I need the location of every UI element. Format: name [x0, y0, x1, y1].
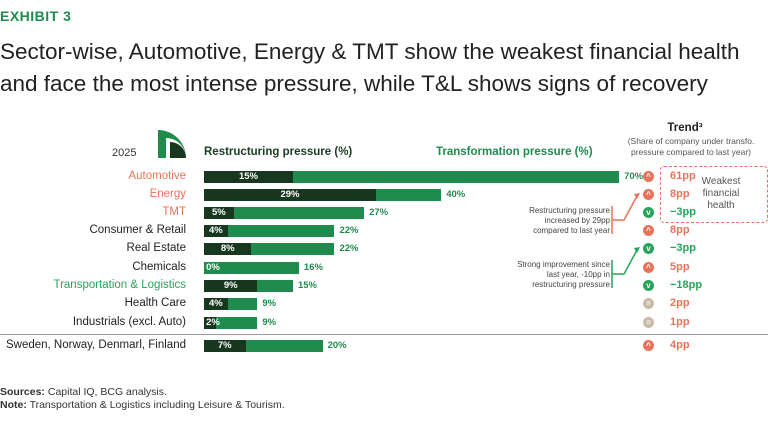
year-quarter-icon — [158, 130, 186, 158]
transformation-value-label: 70% — [624, 171, 644, 182]
restructuring-value-label: 8% — [220, 243, 235, 254]
exhibit-label: EXHIBIT 3 — [0, 8, 72, 24]
separator-line — [0, 334, 768, 335]
restructuring-value-label: 4% — [208, 225, 223, 236]
callout-connectors — [611, 193, 640, 288]
category-label: TMT — [162, 206, 186, 218]
restructuring-value-label: 5% — [211, 207, 226, 218]
arrow-down-icon: v — [643, 280, 654, 291]
restructuring-bar — [204, 171, 293, 183]
arrow-up-icon: ^ — [643, 225, 654, 236]
year-label: 2025 — [112, 147, 137, 159]
trend-value: −18pp — [670, 279, 703, 291]
category-label: Chemicals — [132, 261, 186, 273]
restructuring-bar — [204, 189, 376, 201]
trend-value: −3pp — [670, 242, 696, 254]
transformation-value-label: 15% — [297, 280, 317, 291]
sources-text: Capital IQ, BCG analysis. — [44, 386, 167, 398]
restructuring-value-label: 15% — [238, 171, 258, 182]
trend-value: 2pp — [670, 297, 690, 309]
equal-icon: = — [643, 298, 654, 309]
category-label: Sweden, Norway, Denmarl, Finland — [5, 339, 186, 351]
callout-tl-arrowhead — [634, 247, 640, 253]
transformation-bar — [204, 207, 365, 219]
restructuring-bar — [204, 280, 258, 292]
transformation-value-label: 22% — [339, 243, 359, 254]
transformation-value-label: 27% — [369, 207, 389, 218]
trend-value: −3pp — [670, 206, 696, 218]
transformation-value-label: 22% — [339, 225, 359, 236]
callout-tl: Strong improvement since last year, -10p… — [517, 260, 610, 289]
trend-value: 5pp — [670, 261, 690, 273]
trend-value: 4pp — [670, 339, 690, 351]
transformation-value-label: 9% — [262, 298, 277, 309]
restructuring-bar — [204, 243, 252, 255]
transformation-value-label: 20% — [327, 340, 347, 351]
restructuring-bar — [204, 207, 234, 219]
category-label: Health Care — [124, 297, 186, 309]
transformation-bar — [204, 171, 620, 183]
equal-icon: = — [643, 317, 654, 328]
transformation-bar — [204, 225, 335, 237]
category-label: Transportation & Logistics — [53, 279, 186, 291]
sources: Sources: Capital IQ, BCG analysis. Note:… — [0, 386, 285, 412]
note-label: Note: — [0, 399, 27, 411]
header-restructuring: Restructuring pressure (%) — [204, 146, 353, 158]
category-label: Real Estate — [126, 242, 186, 254]
transformation-value-label: 9% — [262, 317, 277, 328]
category-label: Industrials (excl. Auto) — [72, 316, 186, 328]
trend-title: Trend³ — [667, 122, 703, 134]
transformation-value-label: 16% — [303, 262, 323, 273]
restructuring-bar — [204, 225, 228, 237]
category-label: Consumer & Retail — [89, 224, 186, 236]
weakest-label: Weakest financial health — [701, 176, 741, 211]
arrow-up-icon: ^ — [643, 189, 654, 200]
restructuring-value-label: 0% — [206, 262, 220, 273]
arrow-down-icon: v — [643, 207, 654, 218]
restructuring-bar — [204, 340, 246, 352]
trend-value: 61pp — [670, 170, 696, 182]
callout-energy-connector — [612, 195, 638, 221]
restructuring-bar — [204, 298, 228, 310]
restructuring-value-label: 29% — [280, 189, 300, 200]
note-text: Transportation & Logistics including Lei… — [26, 399, 285, 411]
restructuring-value-label: 4% — [208, 298, 223, 309]
category-label: Automotive — [128, 170, 186, 182]
arrow-down-icon: v — [643, 243, 654, 254]
sources-label: Sources: — [0, 386, 45, 398]
transformation-bar — [204, 262, 299, 274]
transformation-value-label: 40% — [446, 189, 466, 200]
chart-title: Sector-wise, Automotive, Energy & TMT sh… — [0, 39, 740, 96]
callout-energy: Restructuring pressure increased by 29pp… — [529, 206, 610, 235]
arrow-up-icon: ^ — [643, 171, 654, 182]
callout-energy-arrowhead — [634, 193, 640, 199]
restructuring-value-label: 7% — [217, 340, 232, 351]
trend-value: 1pp — [670, 316, 690, 328]
trend-value: 8pp — [670, 188, 690, 200]
header-transformation: Transformation pressure (%) — [436, 146, 593, 158]
arrow-up-icon: ^ — [643, 262, 654, 273]
trend-value: 8pp — [670, 224, 690, 236]
restructuring-bar — [204, 317, 216, 329]
restructuring-value-label: 9% — [223, 280, 238, 291]
trend-subtitle: (Share of company under transfo. pressur… — [627, 136, 755, 157]
category-label: Energy — [149, 188, 186, 200]
arrow-up-icon: ^ — [643, 340, 654, 351]
transformation-bar — [204, 317, 258, 329]
callout-tl-connector — [612, 249, 638, 275]
restructuring-value-label: 2% — [206, 317, 220, 328]
